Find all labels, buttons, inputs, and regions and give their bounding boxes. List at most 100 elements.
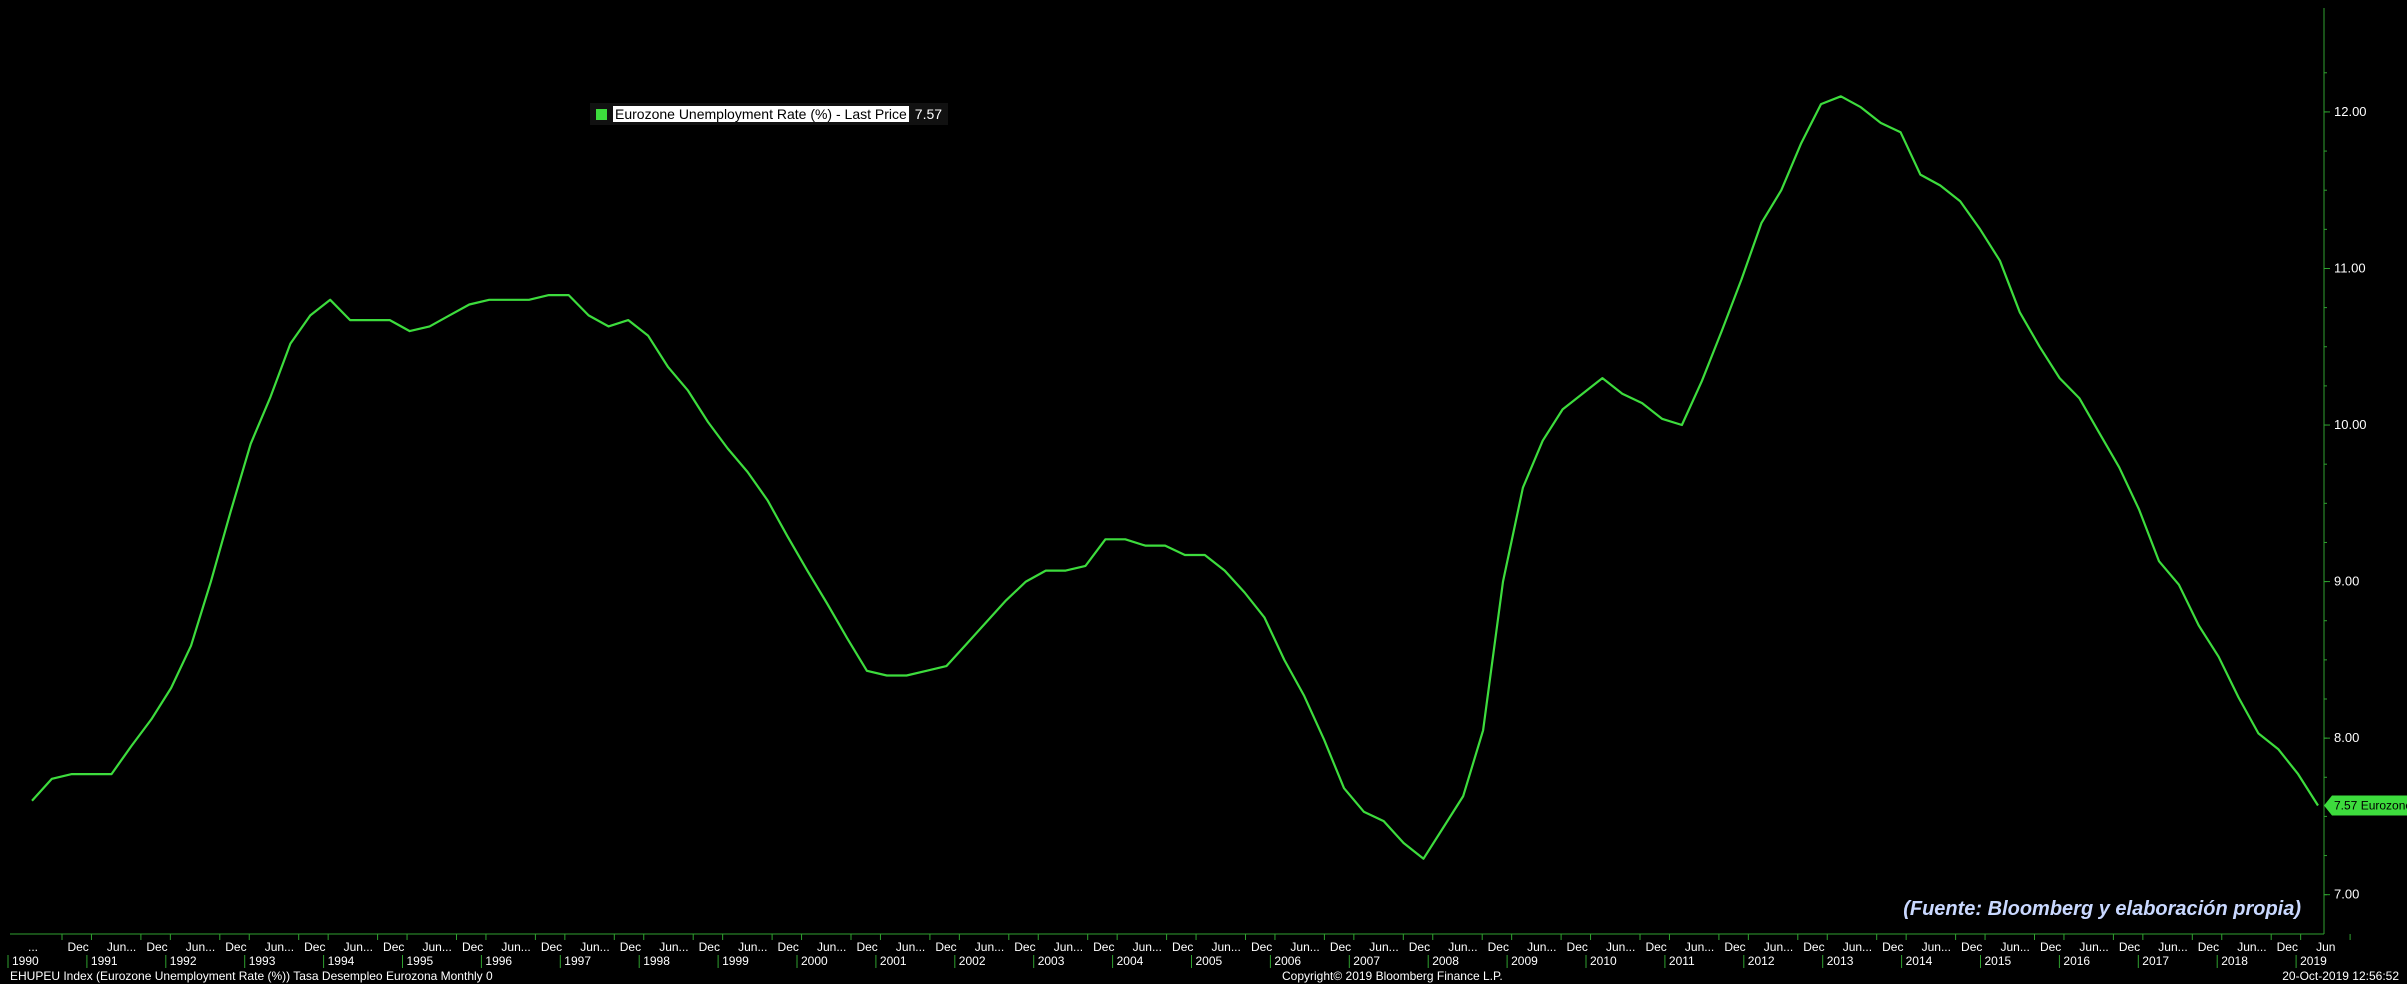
series-line-eurozone-unemployment [31,95,2319,860]
footer-copyright: Copyright© 2019 Bloomberg Finance L.P. [1282,969,1503,983]
x-year-label: 2018 [2221,954,2248,968]
x-year-label: 1990 [12,954,39,968]
x-year-label: 2000 [801,954,828,968]
x-month-label: Jun... [2237,940,2266,954]
x-month-label: Jun... [186,940,215,954]
y-tick-label: 11.00 [2334,260,2366,275]
x-year-label: 1999 [722,954,749,968]
x-year-label: 2016 [2063,954,2090,968]
last-value-tag: 7.57 Eurozone [2324,795,2407,816]
x-year-label: 1993 [249,954,276,968]
x-month-label: Jun... [344,940,373,954]
x-month-label: Jun... [107,940,136,954]
x-month-label: Dec [1882,940,1903,954]
x-year-label: 2002 [959,954,986,968]
x-month-label: Jun... [1843,940,1872,954]
x-year-label: 2019 [2300,954,2327,968]
x-month-label: Dec [699,940,720,954]
x-year-label: 2007 [1353,954,1380,968]
x-month-label: Jun... [817,940,846,954]
x-month-label: Jun... [1764,940,1793,954]
x-year-label: 2013 [1827,954,1854,968]
y-tick-label: 8.00 [2334,730,2359,745]
x-month-label: Jun... [659,940,688,954]
x-month-label: Dec [1172,940,1193,954]
x-year-label: 2001 [880,954,907,968]
x-year-label: 2005 [1196,954,1223,968]
x-month-label: Jun... [1133,940,1162,954]
x-month-label: Dec [462,940,483,954]
last-value-tag-label: 7.57 Eurozone [2334,798,2407,812]
footer-bar: EHUPEU Index (Eurozone Unemployment Rate… [0,968,2407,984]
x-year-label: 1995 [407,954,434,968]
chart-legend: Eurozone Unemployment Rate (%) - Last Pr… [590,103,949,125]
x-year-label: 2014 [1906,954,1933,968]
x-month-label: Jun... [2158,940,2187,954]
x-year-label: 2003 [1038,954,1065,968]
x-month-label: Dec [67,940,88,954]
x-month-label: ... [28,940,38,954]
x-month-label: Jun... [423,940,452,954]
x-month-label: Dec [1961,940,1982,954]
y-tick-label: 10.00 [2334,417,2367,432]
x-month-label: Dec [1330,940,1351,954]
x-month-label: Dec [1645,940,1666,954]
x-month-label: Dec [2198,940,2219,954]
x-month-label: Dec [1409,940,1430,954]
x-year-label: 1992 [170,954,197,968]
x-month-label: Dec [2277,940,2298,954]
x-year-label: 2004 [1117,954,1144,968]
x-year-label: 1994 [328,954,355,968]
x-month-label: Jun... [896,940,925,954]
legend-last-value: 7.57 [914,106,943,122]
x-month-label: Dec [1251,940,1272,954]
source-annotation: (Fuente: Bloomberg y elaboración propia) [1903,898,2301,920]
x-month-label: Dec [2040,940,2061,954]
y-axis-ticks: 7.00 8.00 9.00 10.00 11.00 12.00 [2324,72,2367,902]
x-year-label: 1998 [643,954,670,968]
x-month-label: Jun... [1369,940,1398,954]
x-month-label: Jun... [975,940,1004,954]
legend-series-label: Eurozone Unemployment Rate (%) - Last Pr… [613,106,909,122]
x-month-label: Dec [225,940,246,954]
y-tick-label: 12.00 [2334,104,2367,119]
x-month-label: Jun... [2079,940,2108,954]
x-month-label: Jun... [1527,940,1556,954]
y-tick-label: 7.00 [2334,887,2359,902]
x-month-label: Jun... [1685,940,1714,954]
x-month-label: Dec [541,940,562,954]
x-year-label: 2017 [2142,954,2169,968]
x-year-label: 1997 [564,954,591,968]
x-month-label: Dec [304,940,325,954]
x-month-label: Dec [2119,940,2140,954]
x-month-label: Jun... [1606,940,1635,954]
x-month-label: Dec [620,940,641,954]
x-month-label: Dec [778,940,799,954]
x-year-label: 2012 [1748,954,1775,968]
x-month-label: Jun... [1922,940,1951,954]
legend-swatch [596,108,607,120]
x-month-label: Dec [1488,940,1509,954]
x-axis-ticks: ... Dec Jun... Dec Jun... Dec Jun... Dec Jun... D… [7,934,2351,968]
y-tick-label: 9.00 [2334,574,2359,589]
x-year-label: 1996 [485,954,512,968]
x-year-label: 1991 [91,954,118,968]
x-month-label: Dec [383,940,404,954]
x-year-label: 2009 [1511,954,1538,968]
x-year-label: 2010 [1590,954,1617,968]
x-month-label: Dec [1093,940,1114,954]
footer-index-info: EHUPEU Index (Eurozone Unemployment Rate… [10,969,493,983]
x-month-label: Jun... [2001,940,2030,954]
x-month-label: Dec [935,940,956,954]
x-year-label: 2008 [1432,954,1459,968]
x-month-label: Jun... [580,940,609,954]
x-month-label: Dec [856,940,877,954]
last-value-tag-shape [2324,795,2407,816]
x-month-label: Dec [1567,940,1588,954]
x-month-label: Jun... [1212,940,1241,954]
x-year-label: 2015 [1985,954,2012,968]
x-month-label: Jun... [501,940,530,954]
x-month-label: Dec [1724,940,1745,954]
footer-timestamp: 20-Oct-2019 12:56:52 [2282,969,2399,983]
